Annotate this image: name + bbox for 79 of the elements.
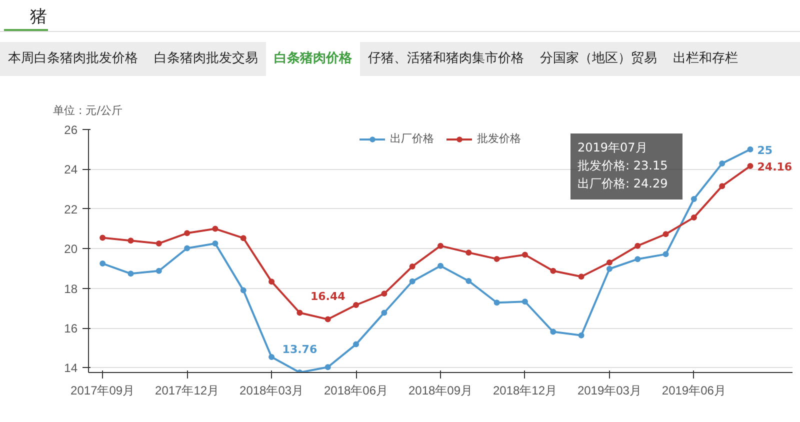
- y-tick-label: 18: [64, 282, 78, 296]
- point: [409, 278, 416, 284]
- point: [156, 268, 162, 274]
- point: [324, 316, 331, 322]
- point: [550, 268, 556, 274]
- point: [353, 341, 360, 348]
- point: [128, 270, 134, 277]
- point: [128, 238, 134, 244]
- data-label: 24.16: [757, 160, 792, 174]
- chart-title: 猪: [30, 6, 47, 28]
- point: [550, 328, 556, 335]
- annotation: 2019年07月: [578, 140, 648, 154]
- x-tick-label: 2018年12月: [492, 384, 558, 398]
- x-tick-label: 2018年06月: [324, 384, 388, 398]
- point: [719, 183, 726, 190]
- point: [606, 266, 612, 272]
- point: [409, 263, 416, 270]
- y-axis-title: 单位 : 元/公斤: [53, 104, 122, 118]
- y-tick-label: 16: [64, 322, 78, 336]
- data-label: 13.76: [282, 343, 318, 356]
- x-tick-label: 2018年03月: [240, 384, 304, 398]
- legend-label: 出厂价格: [390, 131, 434, 146]
- point: [100, 234, 106, 241]
- point: [690, 196, 697, 202]
- point: [466, 250, 472, 256]
- data-label: 16.44: [310, 290, 346, 303]
- point: [296, 310, 303, 316]
- y-tick-label: 24: [64, 162, 78, 177]
- point: [324, 364, 331, 370]
- point: [494, 256, 500, 262]
- point: [240, 287, 246, 294]
- point: [690, 214, 697, 220]
- point: [606, 260, 612, 266]
- text: 仔猪、活猪和猪肉集市价格: [367, 50, 525, 68]
- text: 分国家（地区）贸易: [539, 50, 658, 68]
- point: [184, 245, 190, 252]
- point: [438, 262, 444, 269]
- point: [212, 226, 218, 232]
- y-tick-label: 14: [64, 361, 78, 376]
- x-tick-label: 2019年06月: [662, 384, 726, 398]
- point: [662, 231, 669, 238]
- text: 白条猪肉价格: [266, 42, 360, 76]
- x-tick-label: 2019年03月: [577, 384, 642, 398]
- annotation: 出厂价格: 24.29: [578, 176, 668, 190]
- point: [184, 230, 190, 236]
- point: [438, 242, 444, 249]
- point: [268, 278, 275, 285]
- point: [494, 300, 500, 306]
- point: [662, 251, 669, 258]
- point: [268, 354, 275, 360]
- point: [719, 160, 726, 166]
- point: [156, 240, 162, 246]
- point: [522, 298, 528, 305]
- data-label: 25: [757, 144, 773, 157]
- point: [578, 274, 584, 280]
- y-tick-label: 22: [64, 202, 78, 216]
- point: [634, 256, 641, 262]
- point: [747, 146, 754, 152]
- legend-label: 批发价格: [477, 131, 521, 146]
- point: [466, 278, 472, 284]
- text: 本周白条猪肉批发价格: [7, 50, 139, 68]
- text: 白条猪肉批发交易: [153, 50, 259, 68]
- x-tick-label: 2018年09月: [408, 384, 473, 398]
- point: [381, 310, 388, 316]
- point: [381, 290, 388, 297]
- point: [634, 242, 641, 249]
- x-tick-label: 2017年12月: [155, 384, 220, 398]
- point: [522, 252, 528, 258]
- point: [747, 163, 754, 170]
- point: [353, 302, 360, 308]
- point: [578, 332, 584, 338]
- annotation: 批发价格: 23.15: [578, 158, 668, 172]
- y-tick-label: 26: [64, 123, 78, 137]
- point: [212, 240, 218, 246]
- text: 出栏和存栏: [672, 50, 739, 68]
- point: [100, 260, 106, 266]
- point: [240, 235, 246, 242]
- y-tick-label: 20: [64, 242, 78, 256]
- x-tick-label: 2017年09月: [70, 384, 135, 398]
